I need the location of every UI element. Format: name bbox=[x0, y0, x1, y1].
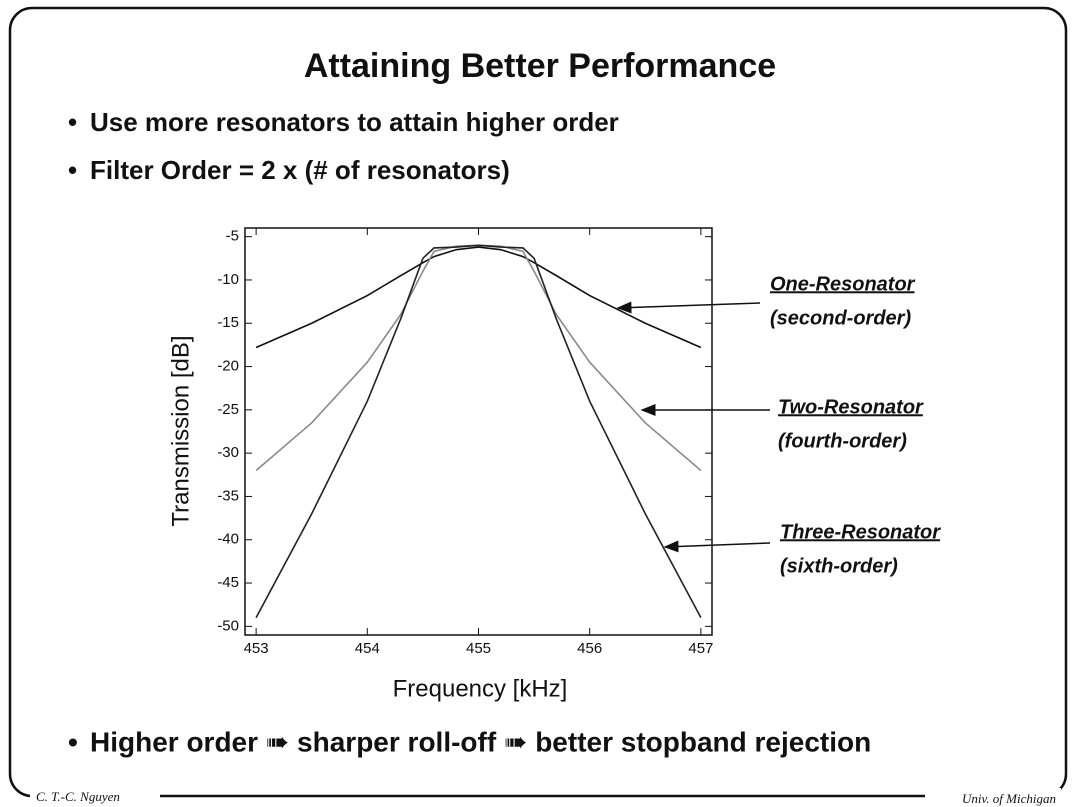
footer-gap bbox=[925, 788, 1061, 806]
plot-frame bbox=[244, 227, 713, 636]
x-tick-label: 453 bbox=[244, 640, 269, 657]
annotation-note: (sixth-order) bbox=[780, 555, 898, 577]
bullet: Use more resonators to attain higher ord… bbox=[90, 107, 619, 137]
annotation-arrow bbox=[663, 540, 771, 553]
bullet: Filter Order = 2 x (# of resonators) bbox=[90, 155, 510, 185]
annotation-label: Two-Resonator bbox=[778, 396, 924, 418]
footer-gap bbox=[30, 788, 160, 806]
bullet-marker: • bbox=[68, 155, 77, 185]
y-tick-label: -35 bbox=[217, 487, 239, 504]
y-tick-label: -50 bbox=[217, 617, 239, 634]
series-line bbox=[255, 246, 702, 349]
y-tick-label: -10 bbox=[217, 271, 239, 288]
y-tick-label: -30 bbox=[217, 444, 239, 461]
bullet-marker: • bbox=[68, 107, 77, 137]
footer-left: C. T.-C. Nguyen bbox=[36, 789, 120, 804]
x-tick-label: 456 bbox=[577, 640, 602, 657]
y-tick-label: -15 bbox=[217, 314, 239, 331]
annotation-label: One-Resonator bbox=[770, 273, 916, 295]
bullet-marker: • bbox=[68, 726, 78, 757]
series-line bbox=[255, 244, 702, 472]
x-tick-label: 457 bbox=[688, 640, 713, 657]
conclusion: Higher order ➠ sharper roll-off ➠ better… bbox=[90, 726, 871, 757]
y-tick-label: -5 bbox=[226, 228, 239, 245]
x-axis-label: Frequency [kHz] bbox=[393, 675, 568, 702]
x-tick-label: 454 bbox=[355, 640, 380, 657]
x-tick-label: 455 bbox=[466, 640, 491, 657]
slide-frame bbox=[8, 6, 1068, 798]
y-axis-label: Transmission [dB] bbox=[167, 335, 194, 526]
annotation-note: (fourth-order) bbox=[778, 430, 907, 452]
annotation-label: Three-Resonator bbox=[780, 521, 941, 543]
series-line bbox=[255, 244, 702, 619]
y-tick-label: -25 bbox=[217, 401, 239, 418]
annotation-note: (second-order) bbox=[770, 307, 911, 329]
footer-right: Univ. of Michigan bbox=[962, 791, 1056, 806]
y-tick-label: -20 bbox=[217, 358, 239, 375]
y-tick-label: -45 bbox=[217, 574, 239, 591]
annotation-arrow bbox=[616, 301, 761, 314]
slide-title: Attaining Better Performance bbox=[304, 47, 776, 85]
y-tick-label: -40 bbox=[217, 531, 239, 548]
